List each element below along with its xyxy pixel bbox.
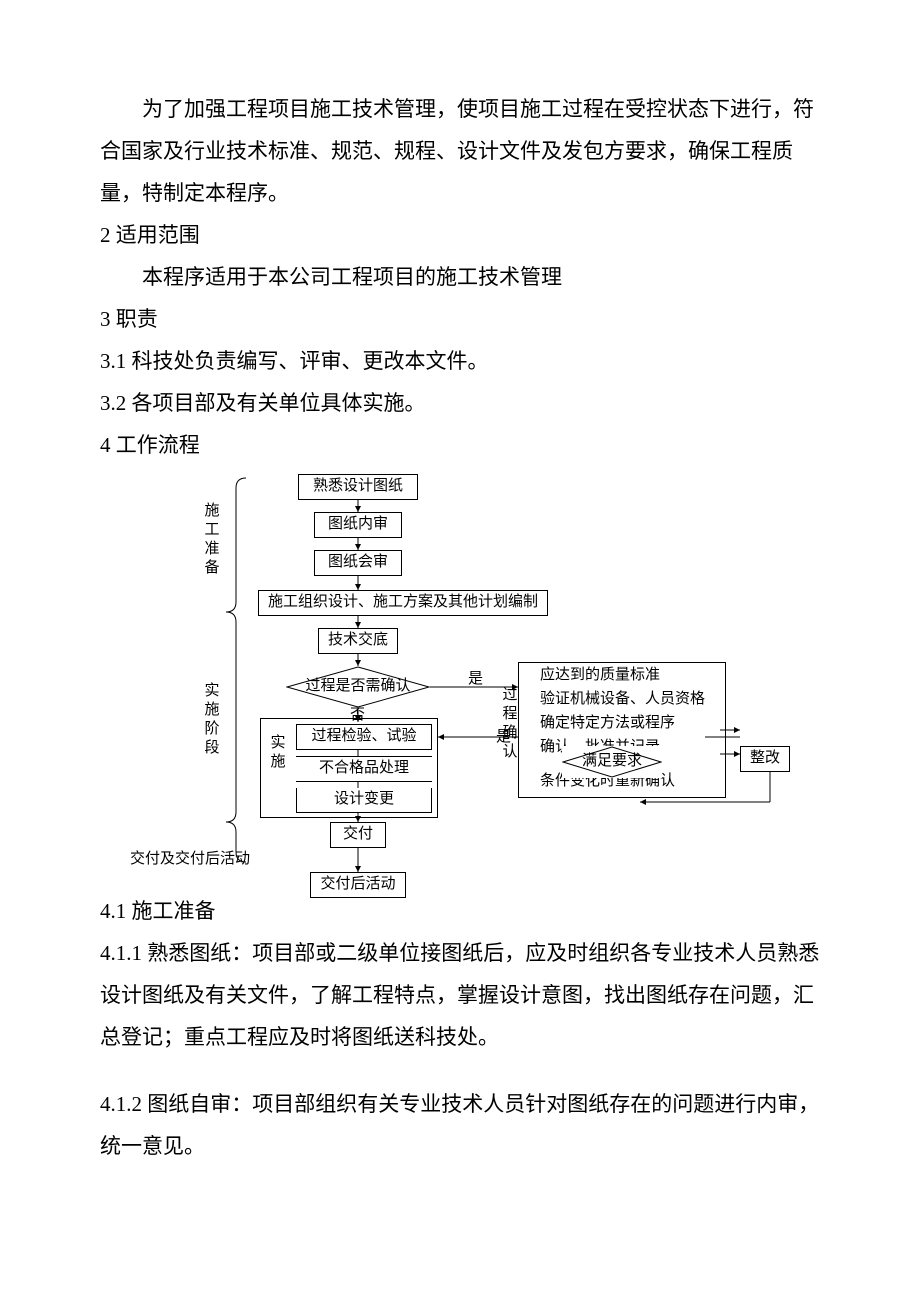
decision-need-confirm: 过程是否需确认 [286,666,430,708]
node-design-change: 设计变更 [296,788,432,813]
node-joint-review: 图纸会审 [314,550,402,576]
section-3-1: 3.1 科技处负责编写、评审、更改本文件。 [100,340,820,382]
label-yes-2: 是 [496,728,511,748]
label-implement: 实施 [266,734,286,772]
node-methods: 确定特定方法或程序 [540,714,675,734]
node-delivery: 交付 [330,822,386,848]
intro-paragraph: 为了加强工程项目施工技术管理，使项目施工过程在受控状态下进行，符合国家及行业技术… [100,88,820,214]
node-verify-equip: 验证机械设备、人员资格 [540,690,705,710]
node-internal-review: 图纸内审 [314,512,402,538]
section-2-body: 本程序适用于本公司工程项目的施工技术管理 [100,256,820,298]
node-familiarize-drawings: 熟悉设计图纸 [298,474,418,500]
node-tech-disclosure: 技术交底 [318,628,398,654]
node-nonconforming: 不合格品处理 [296,756,432,782]
section-4-1-2: 4.1.2 图纸自审：项目部组织有关专业技术人员针对图纸存在的问题进行内审，统一… [100,1083,820,1167]
workflow-flowchart: 施工准备 实施阶段 交付及交付后活动 熟悉设计图纸 图纸内审 图纸会审 施工组织… [100,472,820,912]
section-3-2: 3.2 各项目部及有关单位具体实施。 [100,382,820,424]
phase-label-prep: 施工准备 [200,502,220,578]
phase-label-delivery: 交付及交付后活动 [130,850,250,870]
section-4-1-1: 4.1.1 熟悉图纸：项目部或二级单位接图纸后，应及时组织各专业技术人员熟悉设计… [100,932,820,1058]
node-quality-std: 应达到的质量标准 [540,666,660,686]
phase-label-impl: 实施阶段 [200,682,220,758]
node-construction-plan: 施工组织设计、施工方案及其他计划编制 [258,590,548,616]
decision-meets-req: 满足要求 [562,746,662,778]
section-2-heading: 2 适用范围 [100,214,820,256]
section-4-heading: 4 工作流程 [100,424,820,466]
node-rectify: 整改 [740,746,790,772]
node-post-delivery: 交付后活动 [310,872,406,898]
label-process-confirm: 过程确认 [498,686,518,762]
label-yes: 是 [468,670,483,690]
section-3-heading: 3 职责 [100,298,820,340]
node-inspection: 过程检验、试验 [296,724,432,750]
